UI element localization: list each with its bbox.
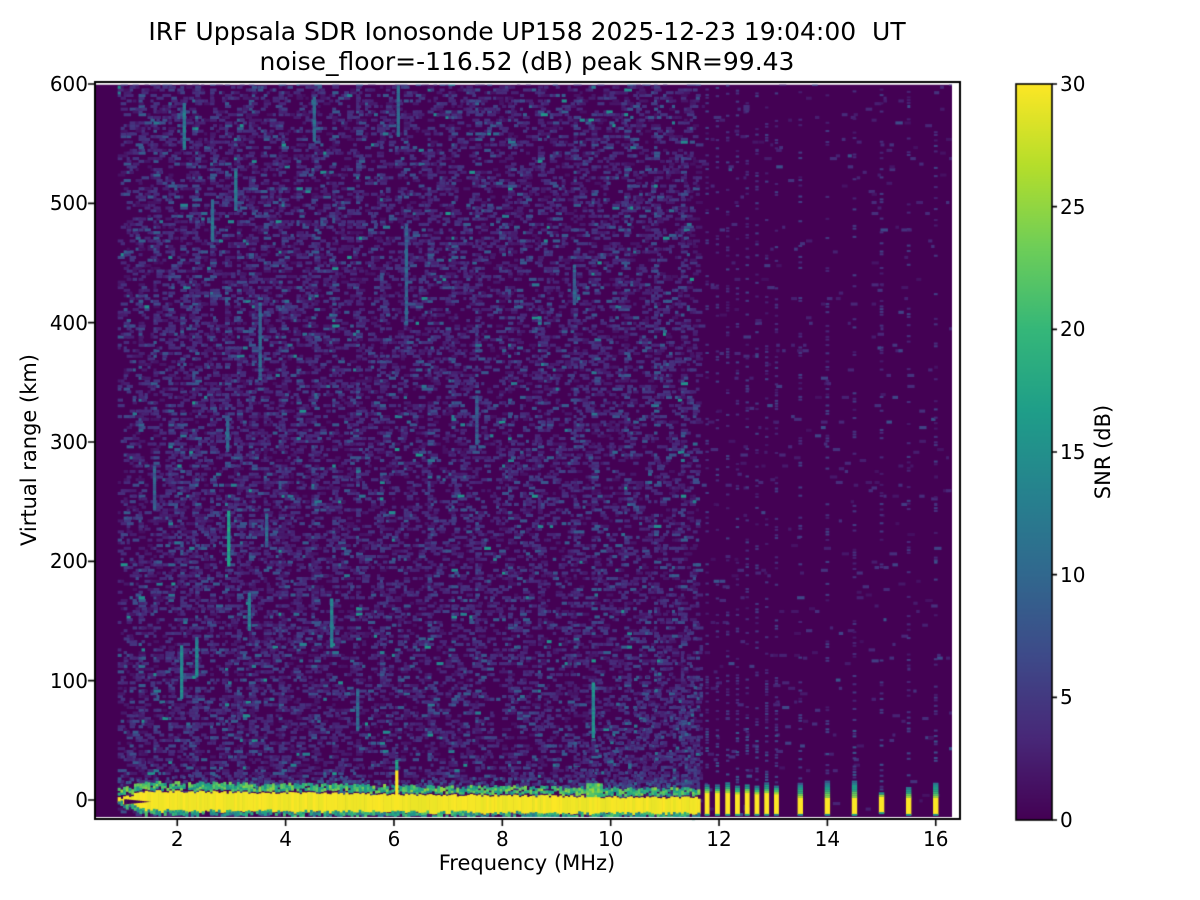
x-tick-label: 12 [706, 827, 732, 851]
chart-title: IRF Uppsala SDR Ionosonde UP158 2025-12-… [148, 17, 906, 46]
y-tick-label: 300 [49, 430, 88, 454]
x-tick-label: 10 [597, 827, 624, 851]
colorbar-tick-label: 15 [1060, 440, 1086, 464]
colorbar-tick-label: 5 [1060, 685, 1073, 710]
colorbar-tick-label: 10 [1060, 562, 1086, 587]
colorbar-tick-label: 0 [1060, 808, 1073, 832]
x-tick-label: 8 [495, 827, 509, 851]
y-tick-label: 100 [49, 668, 88, 693]
chart-subtitle: noise_floor=-116.52 (dB) peak SNR=99.43 [259, 47, 795, 76]
x-tick-label: 2 [170, 827, 184, 851]
y-tick-label: 200 [49, 549, 88, 574]
x-tick-label: 16 [923, 827, 949, 851]
y-tick-label: 600 [49, 72, 88, 96]
y-tick-label: 400 [49, 310, 88, 335]
colorbar-tick-label: 20 [1060, 317, 1086, 342]
colorbar-tick-label: 30 [1060, 72, 1086, 96]
colorbar-tick-label: 25 [1060, 194, 1086, 219]
x-tick-label: 6 [387, 827, 401, 851]
x-tick-label: 14 [814, 827, 841, 851]
y-tick-label: 500 [49, 191, 88, 216]
x-axis-label: Frequency (MHz) [438, 851, 616, 875]
x-tick-label: 4 [279, 827, 292, 851]
y-tick-label: 0 [75, 788, 88, 812]
